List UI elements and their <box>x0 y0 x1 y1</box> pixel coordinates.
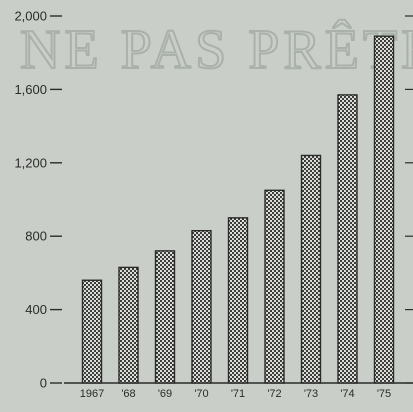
bar <box>118 266 139 384</box>
bar <box>191 229 212 384</box>
y-tick-labels: 0 400 800 1,200 1,600 2,000 <box>14 9 47 391</box>
y-tick-label: 0 <box>40 376 47 391</box>
bar <box>264 189 285 384</box>
y-tick-label: 800 <box>25 229 47 244</box>
x-tick-label: 1967 <box>80 388 104 400</box>
x-tick-label: '72 <box>267 388 281 400</box>
x-tick-label: '68 <box>121 388 135 400</box>
x-tick-label: '69 <box>158 388 172 400</box>
bar <box>373 35 395 384</box>
bar <box>81 279 103 384</box>
y-tick-label: 1,600 <box>14 82 47 97</box>
bar <box>227 217 249 384</box>
x-tick-label: '75 <box>377 388 391 400</box>
bar <box>154 250 176 384</box>
y-tick-label: 2,000 <box>14 9 47 24</box>
x-tick-label: '71 <box>231 388 245 400</box>
bar-series <box>81 35 395 384</box>
x-tick-label: '73 <box>304 388 318 400</box>
x-tick-label: '74 <box>340 388 354 400</box>
y-tick-label: 400 <box>25 302 47 317</box>
x-tick-label: '70 <box>194 388 208 400</box>
library-stamp-watermark: NE PAS PRÊTER <box>20 19 413 81</box>
y-tick-label: 1,200 <box>14 155 47 170</box>
bar <box>300 154 322 384</box>
x-tick-labels: 1967 '68 '69 '70 '71 '72 '73 '74 '75 <box>80 388 391 400</box>
bar <box>337 94 358 384</box>
